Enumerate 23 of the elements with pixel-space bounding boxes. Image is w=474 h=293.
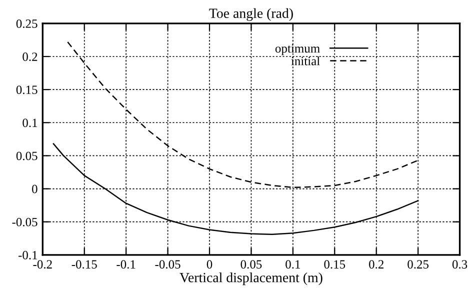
legend-label: optimum (275, 44, 320, 56)
x-tick-label: 0.15 (324, 260, 346, 269)
x-tick-label: 0.3 (452, 260, 468, 269)
y-tick-label: 0.1 (22, 118, 38, 128)
x-tick-label: -0.1 (116, 260, 136, 269)
y-tick-label: 0.15 (16, 86, 38, 94)
x-tick-label: 0.1 (286, 260, 300, 269)
y-tick-label: -0.05 (12, 218, 38, 226)
y-tick-label: 0.25 (16, 19, 38, 28)
y-tick-label: 0.2 (22, 52, 38, 62)
chart-title: Toe angle (rad) (209, 8, 293, 21)
legend-label: initial (291, 56, 320, 66)
x-tick-label: -0.15 (72, 260, 97, 269)
y-tick-label: 0 (32, 184, 38, 194)
x-axis-title: Vertical displacement (m) (180, 272, 322, 286)
y-tick-label: -0.1 (18, 250, 38, 260)
y-tick-label: 0.05 (16, 152, 38, 160)
x-tick-label: 0.05 (240, 260, 262, 269)
x-tick-label: -0.05 (155, 260, 180, 269)
x-tick-label: 0 (206, 260, 212, 269)
x-tick-label: 0.2 (369, 260, 384, 269)
x-tick-label: 0.25 (408, 260, 429, 269)
x-tick-label: -0.2 (33, 260, 52, 269)
